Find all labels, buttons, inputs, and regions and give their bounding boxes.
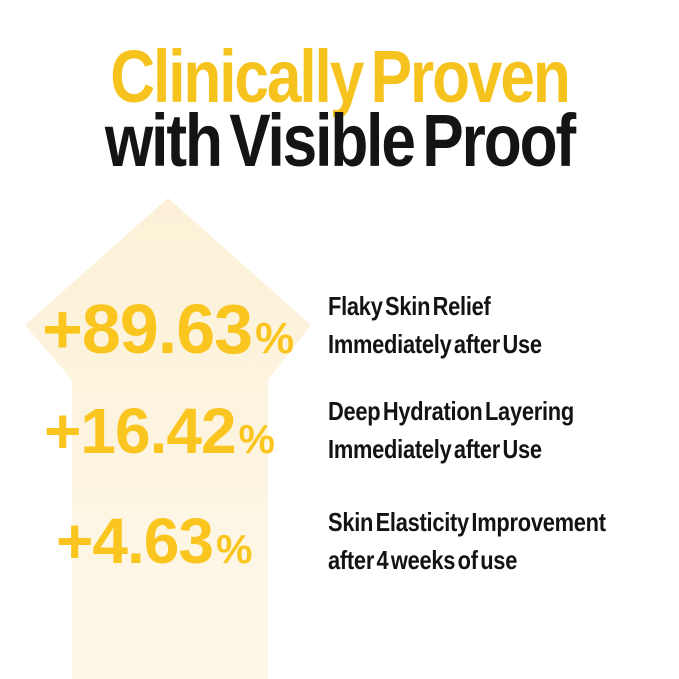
stat-label: Flaky Skin Relief Immediately after Use xyxy=(328,287,542,363)
stat-label-line-2: Immediately after Use xyxy=(328,329,542,359)
percent-sign: % xyxy=(238,416,275,462)
stat-label-line-1: Flaky Skin Relief xyxy=(328,291,491,321)
stat-label-line-2: Immediately after Use xyxy=(328,434,542,464)
stat-number: +16.42 xyxy=(44,395,237,467)
stat-label-line-1: Deep Hydration Layering xyxy=(328,396,574,426)
stat-label: Deep Hydration Layering Immediately afte… xyxy=(328,392,574,468)
stat-number: +89.63 xyxy=(42,290,253,368)
percent-sign: % xyxy=(255,314,294,363)
stat-value: +4.63% xyxy=(56,509,252,573)
stat-value: +89.63% xyxy=(42,294,294,364)
headline-line-2: with Visible Proof xyxy=(104,99,576,182)
stat-value: +16.42% xyxy=(44,399,275,463)
arrow-shape xyxy=(25,198,311,679)
headline: Clinically Proven with Visible Proof xyxy=(0,35,679,182)
headline-line-1: Clinically Proven xyxy=(110,35,571,118)
stat-label-line-1: Skin Elasticity Improvement xyxy=(328,507,606,537)
percent-sign: % xyxy=(215,526,252,572)
stat-number: +4.63 xyxy=(56,505,214,577)
stat-label: Skin Elasticity Improvement after 4 week… xyxy=(328,503,606,579)
stat-label-line-2: after 4 weeks of use xyxy=(328,545,518,575)
